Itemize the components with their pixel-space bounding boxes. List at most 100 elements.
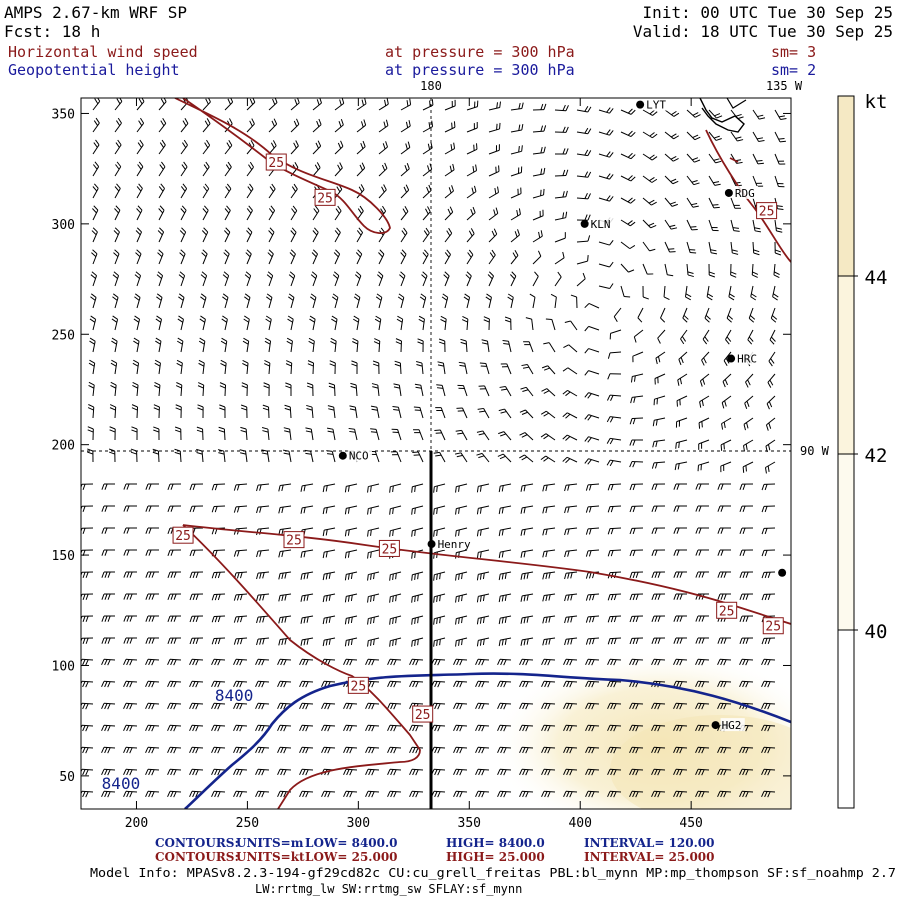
wind-barb: [520, 593, 534, 602]
wind-barb: [145, 637, 160, 644]
wind-barb: [189, 746, 204, 754]
wind-barb: [387, 680, 402, 688]
wind-barb: [720, 461, 732, 473]
wind-barb: [562, 434, 578, 441]
wind-barb: [356, 227, 364, 243]
wind-barb: [607, 527, 622, 535]
wind-barb: [761, 768, 776, 776]
wind-barb: [607, 373, 622, 380]
wind-barb: [466, 228, 475, 243]
wind-barb: [629, 658, 644, 666]
footer-contour1-high: HIGH= 8400.0: [446, 836, 545, 850]
wind-barb: [343, 790, 358, 798]
station-hg2[interactable]: HG2: [711, 718, 745, 732]
wind-barb: [642, 197, 657, 206]
wind-barb: [461, 316, 469, 331]
wind-barb: [519, 790, 534, 798]
station-nco[interactable]: NCO: [338, 448, 373, 463]
wind-barb: [520, 637, 534, 646]
wind-barb: [154, 381, 161, 397]
wind-barb: [686, 263, 694, 278]
wind-barb: [332, 271, 340, 287]
wind-barb: [123, 483, 138, 490]
wind-barb: [664, 263, 674, 277]
station-hrc[interactable]: HRC: [727, 351, 761, 366]
wind-barb: [443, 271, 450, 287]
wind-barb: [475, 680, 490, 688]
wind-barb: [123, 637, 138, 644]
wind-barb: [222, 293, 229, 309]
wind-barb: [651, 746, 666, 754]
wind-barb: [246, 118, 255, 133]
wind-barb: [752, 175, 764, 187]
wind-barb: [268, 227, 275, 243]
wind-barb: [200, 271, 208, 287]
wind-barb: [695, 483, 710, 490]
wind-barb: [466, 206, 476, 221]
wind-barb: [542, 527, 556, 536]
wind-barb: [264, 337, 272, 353]
wind-barb: [642, 285, 649, 300]
wind-contour-label: 25: [283, 531, 305, 549]
wind-barb: [411, 593, 424, 603]
wind-barb: [101, 658, 116, 666]
wind-barb: [476, 637, 490, 647]
wind-barb: [520, 483, 534, 492]
wind-barb: [651, 724, 666, 732]
wind-barb: [520, 615, 534, 624]
wind-barb: [682, 307, 689, 323]
wind-barb: [321, 724, 336, 732]
wind-barb: [268, 205, 276, 221]
wind-barb: [673, 527, 688, 534]
station-unnamed[interactable]: [778, 568, 787, 577]
wind-barb: [123, 680, 138, 688]
wind-barb: [334, 140, 344, 155]
wind-barb: [541, 724, 556, 732]
station-lyt[interactable]: LYT: [636, 98, 670, 112]
wind-barb: [630, 395, 644, 404]
wind-barb: [532, 146, 546, 155]
station-dot: [711, 721, 720, 730]
wind-barb: [233, 658, 248, 666]
wind-barb: [455, 637, 468, 647]
wind-barb: [520, 386, 534, 397]
station-henry[interactable]: Henry: [427, 537, 476, 551]
wind-barb: [554, 271, 562, 287]
wind-barb: [233, 483, 248, 491]
wind-barb: [466, 143, 478, 155]
wind-barb: [606, 416, 622, 423]
wind-barb: [519, 680, 534, 688]
wind-barb: [498, 571, 512, 581]
wind-barb: [277, 746, 292, 754]
station-kln[interactable]: KLN: [580, 216, 614, 231]
wind-barb: [123, 658, 138, 666]
wind-barb: [180, 183, 188, 199]
wind-barb: [113, 227, 120, 243]
wind-barb: [114, 139, 122, 155]
wind-barb: [81, 593, 94, 600]
wind-barb: [101, 790, 116, 798]
wind-barb: [739, 615, 754, 622]
station-rdg[interactable]: RDG: [724, 185, 759, 200]
wind-barb: [483, 316, 490, 331]
wind-barb: [564, 637, 578, 646]
wind-barb: [110, 359, 118, 375]
wind-barb: [211, 505, 226, 513]
wind-barb: [498, 637, 512, 647]
wind-barb: [585, 505, 600, 513]
colorbar-level-40: 40: [865, 621, 888, 643]
wind-barb: [761, 505, 776, 513]
wind-barb: [123, 571, 138, 578]
wind-barb: [497, 724, 512, 732]
wind-contour-label: 25: [265, 153, 287, 171]
wind-barb: [476, 615, 490, 625]
wind-barb: [739, 658, 754, 666]
wind-barb: [322, 637, 336, 647]
wind-barb: [242, 359, 249, 375]
wind-barb: [761, 724, 776, 732]
colorbar-band-44: [838, 96, 854, 276]
wind-barb: [411, 571, 424, 581]
wind-barb: [525, 317, 534, 331]
wind-barb: [510, 102, 524, 111]
